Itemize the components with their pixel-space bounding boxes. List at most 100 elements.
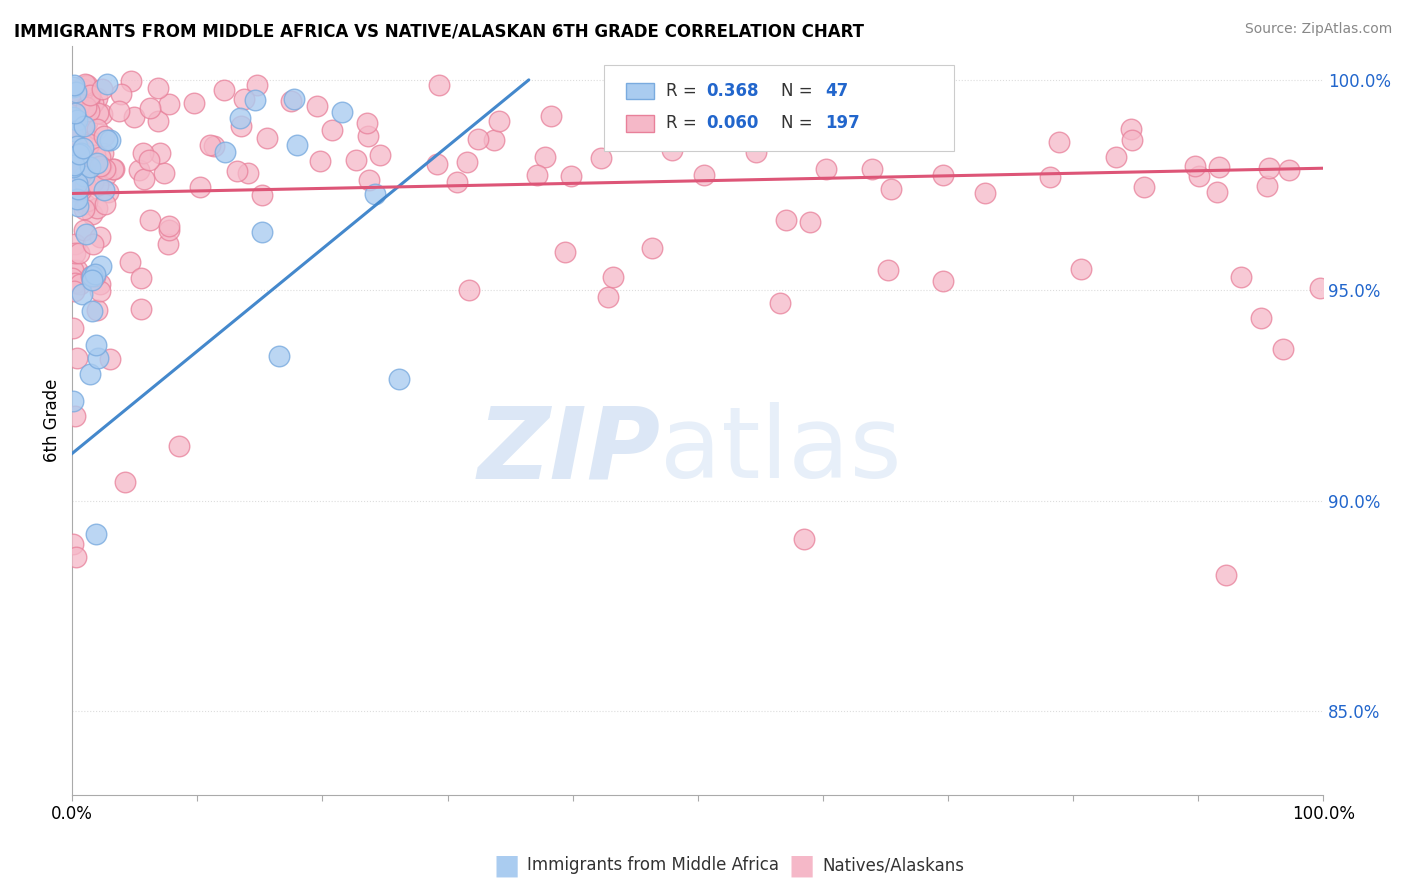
Point bbox=[65, 154, 87, 169]
Point bbox=[128, 162, 150, 177]
Point bbox=[69, 181, 91, 195]
Point bbox=[73, 119, 96, 133]
Point bbox=[72, 141, 94, 155]
Point bbox=[63, 109, 86, 123]
Point bbox=[89, 159, 111, 173]
Point bbox=[307, 98, 329, 112]
Point bbox=[86, 201, 108, 215]
Point bbox=[118, 254, 141, 268]
Point bbox=[188, 180, 211, 194]
Text: 0.368: 0.368 bbox=[706, 82, 759, 100]
Point bbox=[1257, 161, 1279, 175]
Point bbox=[775, 212, 797, 227]
Point bbox=[368, 147, 391, 161]
Point bbox=[229, 112, 252, 126]
FancyBboxPatch shape bbox=[627, 83, 654, 99]
Point bbox=[456, 155, 478, 169]
Point bbox=[67, 146, 90, 161]
Point bbox=[814, 162, 837, 177]
Point bbox=[67, 246, 90, 260]
Point bbox=[146, 113, 169, 128]
Text: ZIP: ZIP bbox=[477, 402, 661, 500]
Point bbox=[73, 77, 96, 91]
Point bbox=[82, 95, 104, 110]
Point bbox=[76, 78, 98, 92]
Point bbox=[1271, 342, 1294, 356]
Point bbox=[769, 295, 792, 310]
Point bbox=[62, 158, 84, 172]
Point bbox=[86, 122, 108, 136]
Point bbox=[149, 145, 172, 160]
Point bbox=[799, 215, 821, 229]
Point bbox=[62, 393, 84, 408]
Point bbox=[62, 79, 84, 94]
Point bbox=[1309, 281, 1331, 295]
Point bbox=[63, 284, 86, 298]
Point bbox=[75, 227, 97, 242]
Point bbox=[80, 207, 103, 221]
Point bbox=[250, 225, 273, 239]
Point bbox=[748, 132, 770, 146]
Point bbox=[139, 213, 162, 227]
Point bbox=[167, 439, 190, 453]
Point bbox=[283, 92, 305, 106]
Point bbox=[256, 131, 278, 145]
Point bbox=[321, 122, 343, 136]
Point bbox=[526, 168, 548, 182]
Point bbox=[69, 277, 91, 291]
Point bbox=[70, 87, 93, 102]
Text: R =: R = bbox=[666, 82, 703, 100]
Point bbox=[1278, 162, 1301, 177]
Point bbox=[138, 153, 160, 167]
Point bbox=[357, 129, 380, 144]
Point bbox=[89, 150, 111, 164]
Point bbox=[693, 168, 716, 182]
Point bbox=[70, 287, 93, 301]
Point bbox=[1121, 133, 1143, 147]
Point bbox=[84, 147, 107, 161]
Point bbox=[79, 88, 101, 103]
Point bbox=[65, 85, 87, 99]
Point bbox=[86, 527, 108, 541]
Point bbox=[1047, 135, 1070, 149]
Point bbox=[426, 157, 449, 171]
Text: N =: N = bbox=[782, 114, 818, 132]
Point bbox=[67, 97, 90, 112]
Point bbox=[91, 107, 114, 121]
Point bbox=[243, 93, 266, 107]
Point bbox=[77, 103, 100, 118]
Point bbox=[157, 236, 180, 251]
Point bbox=[67, 150, 90, 164]
Point bbox=[73, 78, 96, 93]
Point bbox=[540, 109, 562, 123]
Point bbox=[879, 181, 901, 195]
Point bbox=[67, 178, 90, 193]
Point bbox=[63, 124, 86, 138]
Point bbox=[82, 273, 104, 287]
Text: ■: ■ bbox=[789, 851, 814, 880]
Point bbox=[76, 84, 98, 98]
Point bbox=[534, 150, 557, 164]
Point bbox=[1205, 185, 1227, 199]
Point bbox=[62, 177, 84, 191]
Point bbox=[120, 74, 142, 88]
Text: R =: R = bbox=[666, 114, 703, 132]
Point bbox=[70, 160, 93, 174]
Point bbox=[602, 270, 624, 285]
Point bbox=[73, 81, 96, 95]
Point bbox=[63, 105, 86, 120]
Point bbox=[813, 103, 835, 117]
Point bbox=[66, 262, 89, 277]
Point bbox=[65, 277, 87, 291]
Point bbox=[100, 351, 122, 366]
Point bbox=[66, 351, 89, 366]
Point bbox=[62, 83, 84, 97]
Point bbox=[446, 175, 468, 189]
Point bbox=[139, 102, 162, 116]
Point bbox=[488, 114, 510, 128]
Point bbox=[214, 145, 236, 160]
Point bbox=[80, 271, 103, 285]
Point bbox=[356, 116, 378, 130]
Point bbox=[1215, 567, 1237, 582]
Y-axis label: 6th Grade: 6th Grade bbox=[44, 379, 60, 462]
